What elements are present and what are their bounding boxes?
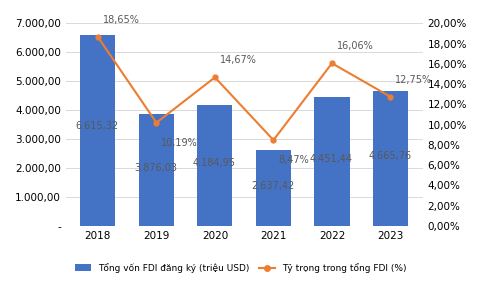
Tỷ trọng trong tổng FDI (%) xyxy=(270,139,276,142)
Bar xyxy=(373,91,408,226)
Text: 18,65%: 18,65% xyxy=(103,15,139,25)
Tỷ trọng trong tổng FDI (%) xyxy=(212,76,218,79)
Tỷ trọng trong tổng FDI (%) xyxy=(329,62,335,65)
Text: 14,67%: 14,67% xyxy=(220,55,256,65)
Text: 4.665,76: 4.665,76 xyxy=(368,151,411,161)
Text: 16,06%: 16,06% xyxy=(336,41,374,51)
Bar xyxy=(256,149,291,226)
Text: 10,19%: 10,19% xyxy=(161,138,198,148)
Bar xyxy=(314,97,349,226)
Tỷ trọng trong tổng FDI (%) xyxy=(388,95,393,98)
Bar xyxy=(139,114,174,226)
Text: 12,75%: 12,75% xyxy=(395,75,432,85)
Text: 4.184,95: 4.184,95 xyxy=(193,158,236,168)
Tỷ trọng trong tổng FDI (%) xyxy=(95,35,101,39)
Text: 8,47%: 8,47% xyxy=(278,155,309,165)
Bar xyxy=(198,105,232,226)
Text: 6.615,32: 6.615,32 xyxy=(76,121,119,131)
Text: 3.876,03: 3.876,03 xyxy=(134,162,177,173)
Text: 2.637,42: 2.637,42 xyxy=(251,181,295,191)
Line: Tỷ trọng trong tổng FDI (%): Tỷ trọng trong tổng FDI (%) xyxy=(95,35,393,142)
Legend: Tổng vốn FDI đăng ký (triệu USD), Tỷ trọng trong tổng FDI (%): Tổng vốn FDI đăng ký (triệu USD), Tỷ trọ… xyxy=(71,259,411,277)
Text: 4.451,44: 4.451,44 xyxy=(310,154,353,164)
Bar xyxy=(80,35,116,226)
Tỷ trọng trong tổng FDI (%) xyxy=(154,121,160,124)
